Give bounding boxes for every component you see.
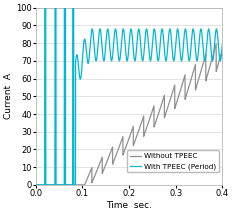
Without TPEEC — [106, 160, 109, 163]
Without TPEEC — [68, 184, 71, 186]
Line: With TPEEC (Period): With TPEEC (Period) — [36, 8, 222, 185]
Line: Without TPEEC: Without TPEEC — [36, 44, 222, 185]
Without TPEEC — [146, 123, 149, 126]
X-axis label: Time  sec.: Time sec. — [106, 201, 152, 210]
With TPEEC (Period) — [156, 54, 158, 56]
With TPEEC (Period) — [174, 52, 176, 55]
With TPEEC (Period) — [221, 44, 224, 46]
With TPEEC (Period) — [43, 6, 46, 9]
With TPEEC (Period) — [146, 34, 149, 37]
Without TPEEC — [221, 48, 224, 51]
Without TPEEC — [188, 85, 191, 87]
Without TPEEC — [156, 117, 158, 119]
Without TPEEC — [215, 43, 218, 45]
With TPEEC (Period) — [106, 29, 109, 32]
With TPEEC (Period) — [34, 184, 37, 186]
Legend: Without TPEEC, With TPEEC (Period): Without TPEEC, With TPEEC (Period) — [127, 150, 219, 172]
With TPEEC (Period) — [188, 59, 191, 62]
Without TPEEC — [34, 184, 37, 186]
Y-axis label: Current  A: Current A — [4, 73, 13, 119]
With TPEEC (Period) — [68, 184, 71, 186]
Without TPEEC — [174, 107, 176, 109]
